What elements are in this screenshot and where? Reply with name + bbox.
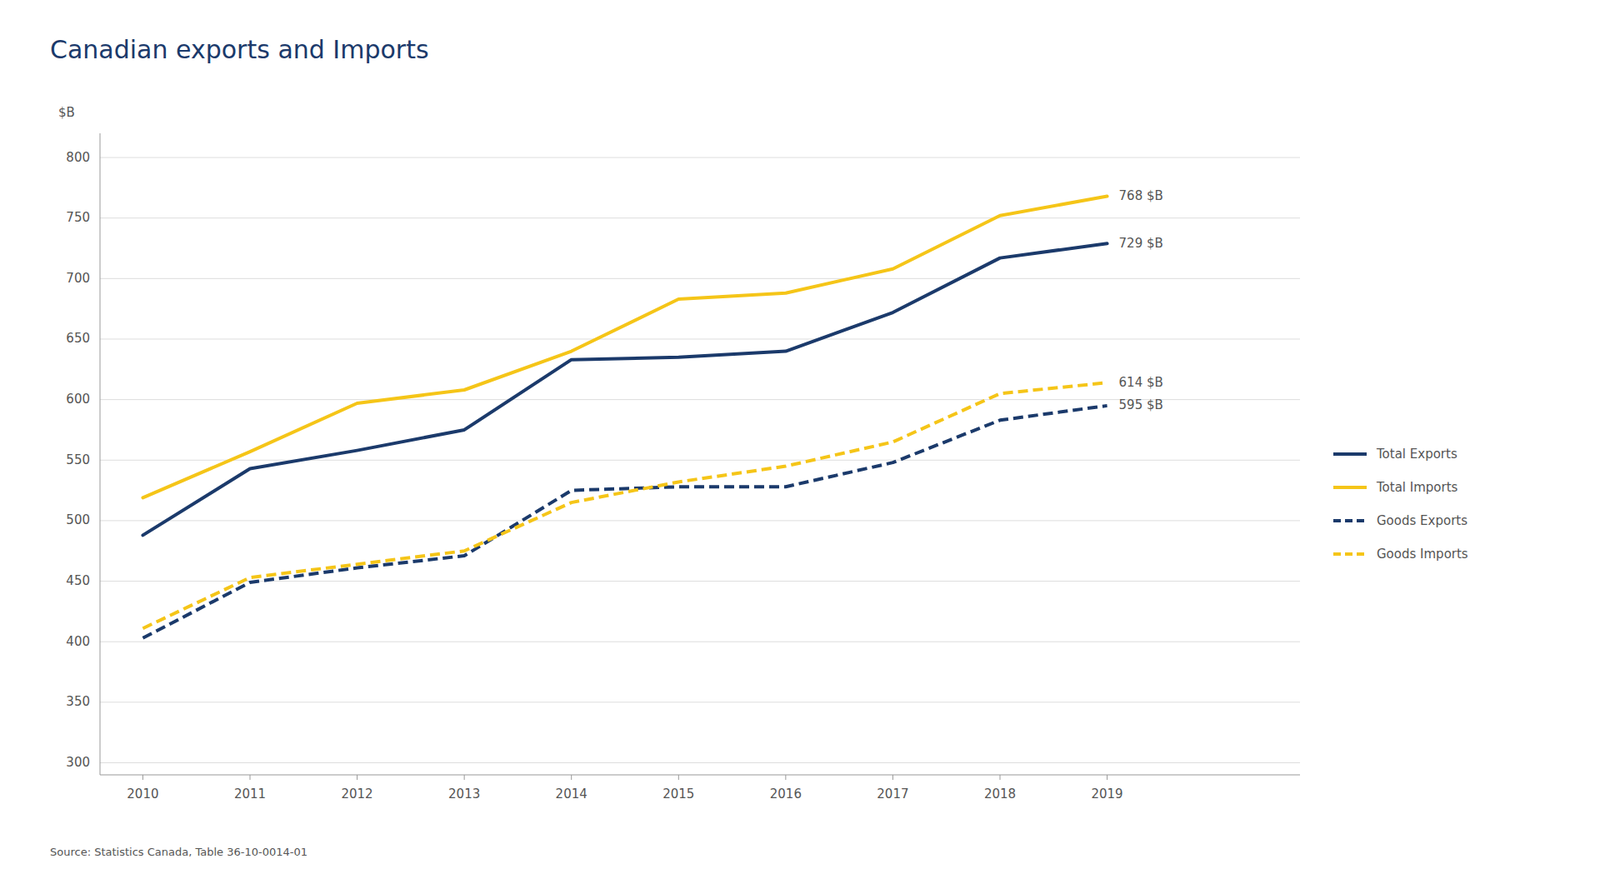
end-label: 729 $B	[1119, 235, 1164, 251]
y-tick-label: 650	[65, 330, 90, 346]
y-tick-label: 550	[65, 452, 90, 468]
title: Canadian exports and Imports	[50, 35, 430, 65]
x-axis-line	[100, 775, 1300, 776]
grid	[100, 157, 1300, 763]
x-tick-label: 2014	[555, 786, 588, 802]
x-tick-label: 2016	[770, 786, 802, 802]
end-label: 614 $B	[1119, 375, 1164, 390]
legend: Total Exports Total Imports Goods Exports G…	[1333, 446, 1469, 562]
legend-label: Goods Exports	[1376, 513, 1468, 529]
legend-swatch	[1333, 485, 1367, 490]
grid-line	[100, 762, 1300, 764]
y-tick-label: 350	[65, 694, 90, 710]
grid-line	[100, 520, 1300, 521]
x-tick-label: 2019	[1090, 786, 1123, 802]
x-tick	[892, 775, 894, 780]
series-line	[142, 243, 1107, 535]
legend-swatch	[1333, 552, 1367, 556]
x-tick	[142, 775, 144, 780]
legend-label: Goods Imports	[1376, 546, 1469, 562]
grid-line	[100, 278, 1300, 280]
legend-swatch	[1333, 519, 1367, 523]
x-tick-label: 2018	[984, 786, 1016, 802]
x-tick	[678, 775, 680, 780]
grid-line	[100, 460, 1300, 461]
lines	[142, 196, 1107, 639]
y-tick-label: 300	[65, 755, 90, 770]
y-tick-label: 800	[65, 150, 90, 165]
series-line	[142, 196, 1107, 499]
x-tick-label: 2017	[876, 786, 909, 802]
x-tick-label: 2010	[126, 786, 159, 802]
x-tick	[464, 775, 465, 780]
y-tick-label: 700	[65, 270, 90, 286]
grid-line	[100, 157, 1300, 159]
legend-swatch	[1333, 452, 1367, 456]
end-label: 595 $B	[1119, 397, 1164, 413]
grid-line	[100, 217, 1300, 219]
grid-line	[100, 338, 1300, 340]
x-tick	[1000, 775, 1001, 780]
x-tick	[356, 775, 358, 780]
source: Source: Statistics Canada, Table 36-10-0…	[50, 845, 308, 859]
y-tick-label: 400	[65, 634, 90, 650]
y-tick-label: 600	[65, 391, 90, 407]
x-tick-label: 2013	[448, 786, 480, 802]
grid-line	[100, 701, 1300, 703]
end-label: 768 $B	[1119, 188, 1164, 204]
x-tick	[785, 775, 786, 780]
series-line	[142, 382, 1107, 629]
grid-line	[100, 641, 1300, 643]
x-tick	[570, 775, 572, 780]
y-tick-label: 750	[65, 210, 90, 225]
x-tick-label: 2012	[340, 786, 373, 802]
chart: Canadian exports and Imports $B 300 350 400 4…	[0, 0, 1600, 889]
y-axis-line	[100, 133, 101, 775]
y-tick-label: 450	[65, 573, 90, 589]
y-axis-label: $B	[58, 105, 75, 120]
legend-label: Total Imports	[1375, 480, 1459, 495]
series-line	[142, 405, 1107, 639]
grid-line	[100, 580, 1300, 582]
legend-label: Total Exports	[1375, 446, 1458, 462]
y-tick-label: 500	[65, 512, 90, 528]
x-tick	[250, 775, 251, 780]
x-tick-label: 2015	[662, 786, 695, 802]
x-tick	[1106, 775, 1108, 780]
x-tick-label: 2011	[234, 786, 266, 802]
